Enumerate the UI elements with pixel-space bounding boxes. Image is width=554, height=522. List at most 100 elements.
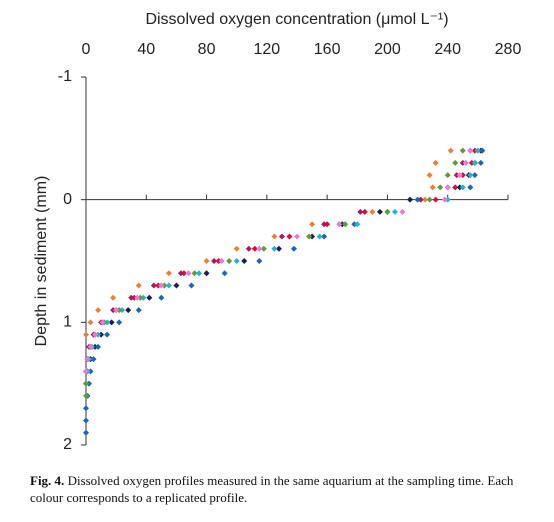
x-tick-label: 160: [314, 41, 341, 58]
point: [459, 159, 466, 166]
point: [479, 147, 486, 154]
point: [245, 245, 252, 252]
point: [456, 184, 463, 191]
point: [87, 343, 94, 350]
point: [294, 233, 300, 240]
point: [391, 208, 398, 215]
point: [384, 208, 391, 215]
point: [137, 294, 144, 301]
point: [429, 184, 436, 191]
point: [467, 172, 474, 179]
point: [399, 208, 406, 215]
point: [426, 172, 433, 179]
point: [203, 258, 210, 264]
point: [215, 258, 222, 264]
x-tick-label: 40: [137, 41, 155, 58]
point: [456, 172, 463, 179]
point: [92, 343, 99, 350]
point: [125, 307, 132, 314]
point: [444, 184, 451, 191]
point: [161, 282, 168, 289]
point: [83, 392, 89, 399]
point: [86, 380, 93, 387]
point: [357, 208, 364, 215]
point: [271, 233, 278, 240]
point: [422, 196, 429, 203]
point: [158, 282, 165, 289]
point: [99, 319, 106, 326]
chart: Dissolved oxygen concentration (μmol L⁻¹…: [33, 11, 522, 453]
point: [196, 270, 203, 277]
point: [432, 196, 439, 203]
point: [135, 282, 142, 289]
x-tick-label: 280: [495, 41, 522, 58]
point: [459, 147, 466, 154]
point: [286, 233, 293, 240]
point: [260, 245, 267, 252]
point: [221, 270, 228, 277]
point: [407, 196, 414, 203]
point: [316, 233, 323, 240]
point: [324, 221, 331, 228]
point: [278, 233, 285, 240]
y-axis-title: Depth in sediment (mm): [33, 176, 50, 347]
point: [116, 307, 123, 314]
point: [459, 184, 466, 191]
point: [306, 233, 313, 240]
point: [251, 245, 258, 252]
point: [471, 147, 478, 154]
point: [134, 294, 141, 301]
point: [256, 245, 263, 252]
caption-text: Dissolved oxygen profiles measured in th…: [30, 473, 514, 505]
point: [84, 356, 91, 363]
point: [191, 270, 198, 277]
point: [87, 368, 94, 375]
point: [177, 270, 184, 277]
point: [336, 221, 343, 228]
y-tick-label: 0: [63, 191, 72, 208]
point: [83, 405, 89, 412]
point: [468, 159, 475, 166]
point: [83, 429, 89, 436]
point: [150, 282, 157, 289]
point: [321, 221, 328, 228]
point: [146, 294, 153, 301]
point: [95, 331, 102, 338]
x-axis-title: Dissolved oxygen concentration (μmol L⁻¹…: [145, 11, 448, 28]
point: [452, 184, 459, 191]
point: [87, 319, 94, 326]
point: [173, 282, 180, 289]
point: [351, 221, 358, 228]
point: [95, 343, 102, 350]
point: [218, 258, 225, 264]
point: [437, 184, 444, 191]
point: [104, 331, 111, 338]
caption: Fig. 4. Dissolved oxygen profiles measur…: [30, 472, 530, 506]
point: [135, 307, 142, 314]
point: [110, 307, 117, 314]
y-tick-label: -1: [58, 68, 72, 85]
point: [290, 245, 297, 252]
point: [256, 258, 263, 264]
point: [444, 196, 451, 203]
point: [444, 172, 451, 179]
point: [467, 184, 474, 191]
y-tick-label: 1: [63, 314, 72, 331]
point: [426, 196, 433, 203]
point: [309, 233, 316, 240]
point: [339, 221, 346, 228]
point: [155, 282, 162, 289]
point: [203, 270, 210, 277]
x-tick-label: 240: [434, 41, 461, 58]
point: [453, 172, 460, 179]
point: [441, 196, 448, 203]
point: [95, 307, 102, 314]
point: [185, 270, 192, 277]
point: [432, 159, 439, 166]
point: [271, 245, 278, 252]
point: [108, 319, 115, 326]
caption-label: Fig. 4.: [30, 473, 65, 488]
point: [128, 294, 135, 301]
point: [116, 319, 123, 326]
